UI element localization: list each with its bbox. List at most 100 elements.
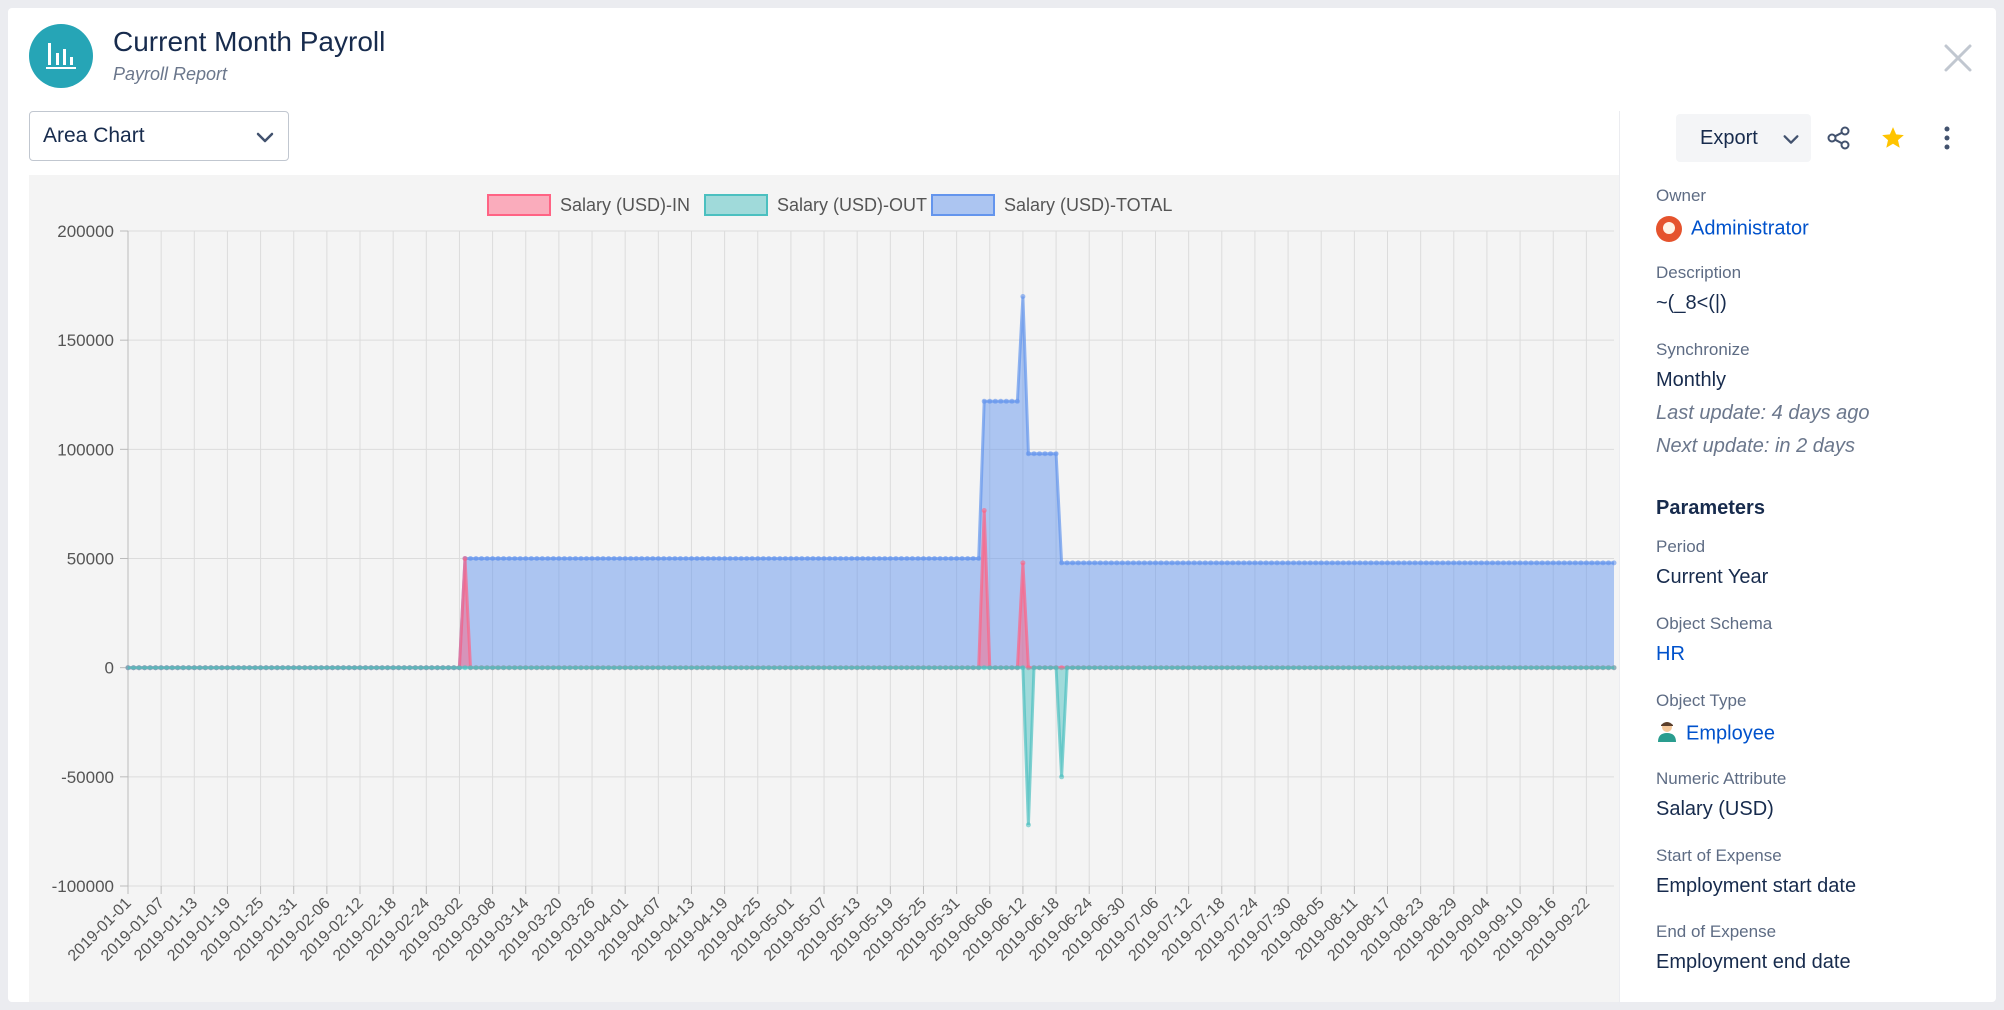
data-point [484, 556, 490, 561]
data-point [1020, 560, 1026, 566]
data-point [849, 665, 855, 671]
data-point [258, 665, 264, 671]
data-point [782, 556, 788, 561]
data-point [1186, 560, 1192, 566]
area-chart: 200000150000100000500000-50000-100000201… [52, 194, 1617, 965]
data-point [1059, 774, 1065, 780]
data-point [401, 665, 407, 671]
data-point [1302, 560, 1308, 566]
data-point [705, 665, 711, 671]
data-point [1401, 665, 1407, 671]
close-icon[interactable] [1938, 38, 1978, 78]
data-point [766, 556, 772, 561]
data-point [1606, 665, 1611, 671]
chart-type-select[interactable]: Area Chart [29, 111, 289, 161]
data-point [1357, 560, 1363, 566]
owner-link[interactable]: Administrator [1691, 217, 1809, 240]
data-point [1445, 560, 1451, 566]
data-point [865, 665, 871, 671]
data-point [335, 665, 341, 671]
data-point [219, 665, 225, 671]
data-point [1351, 560, 1357, 566]
data-point [501, 556, 507, 561]
data-point [202, 665, 208, 671]
data-point [904, 665, 910, 671]
data-point [782, 665, 788, 671]
object-type-link[interactable]: Employee [1686, 722, 1775, 745]
data-point [965, 556, 971, 561]
data-point [871, 665, 877, 671]
data-point [506, 665, 512, 671]
data-point [827, 556, 833, 561]
more-options-icon[interactable] [1931, 122, 1963, 154]
page-title: Current Month Payroll [113, 26, 386, 57]
data-point [805, 556, 810, 561]
data-point [926, 665, 932, 671]
data-point [1572, 560, 1578, 566]
object-type-label: Object Type [1656, 691, 1747, 710]
data-point [876, 556, 882, 561]
data-point [948, 665, 954, 671]
data-point [374, 665, 380, 671]
data-point [1567, 560, 1573, 566]
data-point [346, 665, 352, 671]
data-point [584, 665, 589, 671]
data-point [992, 665, 998, 671]
data-point [1296, 560, 1302, 566]
data-point [1230, 560, 1236, 566]
data-point [147, 665, 153, 671]
data-point [340, 665, 346, 671]
data-point [672, 556, 678, 561]
data-point [921, 665, 926, 671]
data-point [291, 665, 297, 671]
data-point [1473, 665, 1479, 671]
data-point [1324, 665, 1330, 671]
data-point [1407, 560, 1413, 566]
data-point [932, 665, 937, 671]
data-point [1125, 560, 1131, 566]
star-icon[interactable] [1877, 122, 1909, 154]
period-value: Current Year [1656, 566, 1769, 588]
data-point [1141, 560, 1147, 566]
data-point [1180, 665, 1186, 671]
data-point [788, 556, 794, 561]
data-point [573, 556, 578, 561]
data-point [1335, 560, 1341, 566]
data-point [1009, 665, 1015, 671]
object-type-field: Employee [1656, 720, 1775, 748]
data-point [689, 665, 694, 671]
data-point [805, 665, 810, 671]
data-point [1081, 560, 1087, 566]
data-point [1506, 665, 1512, 671]
numeric-attribute-label: Numeric Attribute [1656, 769, 1787, 788]
period-label: Period [1656, 537, 1706, 556]
data-point [755, 556, 761, 561]
object-schema-label: Object Schema [1656, 614, 1773, 633]
data-point [1440, 560, 1446, 566]
data-point [363, 665, 368, 671]
data-point [666, 556, 672, 561]
data-point [1075, 665, 1081, 671]
data-point [1274, 560, 1280, 566]
export-button[interactable]: Export [1676, 114, 1811, 162]
data-point [644, 665, 650, 671]
share-icon[interactable] [1823, 122, 1855, 154]
data-point [655, 556, 661, 561]
data-point [1434, 560, 1440, 566]
data-point [556, 665, 562, 671]
data-point [1202, 665, 1208, 671]
data-point [1501, 665, 1506, 671]
data-point [589, 665, 595, 671]
object-schema-link[interactable]: HR [1656, 643, 1685, 665]
data-point [1258, 665, 1263, 671]
data-point [1539, 665, 1545, 671]
data-point [1517, 560, 1523, 566]
data-point [484, 665, 490, 671]
data-point [1473, 560, 1479, 566]
data-point [1031, 451, 1037, 457]
data-point [617, 665, 623, 671]
data-point [1153, 560, 1158, 566]
employee-icon [1656, 720, 1678, 748]
data-point [1401, 560, 1407, 566]
data-point [1374, 665, 1379, 671]
